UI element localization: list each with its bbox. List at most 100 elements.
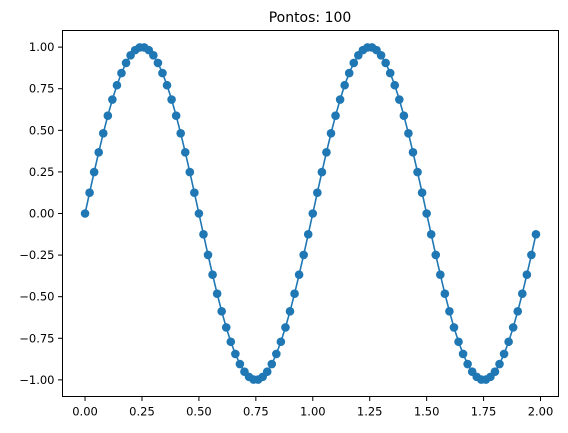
y-tick-label: −0.75	[19, 331, 54, 345]
data-point	[171, 111, 181, 120]
data-point	[413, 167, 422, 177]
x-tick-label: 1.75	[471, 405, 497, 419]
data-point	[495, 359, 504, 369]
y-tick-label: 0.25	[29, 165, 55, 179]
data-point	[517, 289, 527, 298]
data-point	[349, 58, 359, 68]
x-tick-label: 0.50	[186, 405, 212, 419]
data-point	[276, 337, 286, 347]
data-point	[262, 367, 272, 377]
y-tick-label: 1.00	[29, 40, 55, 54]
data-point	[190, 188, 199, 197]
data-point	[299, 250, 308, 260]
data-point	[103, 111, 113, 120]
data-point	[212, 289, 222, 298]
y-tick-label: −0.25	[19, 248, 54, 262]
data-point	[395, 95, 404, 104]
data-point	[381, 58, 390, 68]
y-tick-label: 0.00	[29, 207, 55, 221]
data-point	[404, 129, 413, 138]
x-tick-label: 0.75	[243, 405, 269, 419]
y-tick-label: −1.00	[19, 373, 54, 387]
data-point	[344, 68, 354, 78]
series-line	[84, 46, 537, 381]
data-point	[390, 80, 400, 90]
data-point	[162, 80, 172, 90]
x-axis: 0.00 0.25 0.50 0.75 1.00 1.25 1.50 1.75 2.00	[72, 396, 554, 419]
data-point	[408, 147, 418, 157]
data-point	[385, 68, 395, 78]
data-point	[458, 349, 468, 359]
data-point	[422, 209, 431, 218]
data-point	[331, 111, 340, 120]
data-point	[431, 250, 441, 260]
data-point	[217, 307, 226, 316]
data-point	[231, 349, 240, 359]
data-point	[221, 323, 231, 332]
data-point	[272, 349, 281, 359]
data-point	[513, 307, 523, 316]
data-point	[89, 167, 99, 177]
data-point	[149, 50, 158, 60]
data-point	[235, 359, 245, 369]
data-point	[463, 359, 472, 369]
data-point	[313, 188, 322, 197]
data-point	[317, 167, 327, 177]
x-tick-label: 2.00	[528, 405, 554, 419]
data-point	[499, 349, 509, 359]
data-point	[508, 323, 518, 332]
data-point	[522, 270, 532, 280]
x-tick-label: 1.25	[357, 405, 383, 419]
data-point	[504, 337, 513, 347]
data-point	[80, 209, 90, 218]
data-point	[208, 270, 217, 280]
data-point	[108, 95, 117, 104]
plot-area	[80, 43, 541, 384]
data-point	[94, 147, 104, 157]
data-point	[167, 95, 176, 104]
data-point	[326, 129, 336, 138]
data-point	[194, 209, 204, 218]
data-point	[285, 307, 295, 316]
data-point	[290, 289, 299, 298]
data-point	[399, 111, 409, 120]
data-point	[199, 230, 208, 239]
data-point	[436, 270, 445, 280]
data-point	[426, 230, 436, 239]
data-point	[112, 80, 122, 90]
y-tick-label: 0.50	[29, 123, 55, 137]
data-point	[490, 367, 500, 377]
data-point	[158, 68, 167, 78]
data-point	[98, 129, 108, 138]
data-point	[440, 289, 450, 298]
data-point	[445, 307, 454, 316]
data-point	[531, 230, 541, 239]
data-point	[121, 58, 131, 68]
x-tick-label: 1.00	[300, 405, 326, 419]
data-point	[303, 230, 313, 239]
data-point	[185, 167, 195, 177]
data-point	[335, 95, 345, 104]
chart-title: Pontos: 100	[269, 10, 352, 26]
data-point	[294, 270, 304, 280]
data-point	[449, 323, 459, 332]
data-point	[180, 147, 190, 157]
data-point	[176, 129, 185, 138]
x-tick-label: 0.00	[72, 405, 98, 419]
data-point	[226, 337, 236, 347]
data-point	[322, 147, 331, 157]
data-point	[85, 188, 94, 197]
data-point	[267, 359, 277, 369]
x-tick-label: 1.50	[414, 405, 440, 419]
data-point	[376, 50, 386, 60]
data-point	[153, 58, 163, 68]
data-point	[340, 80, 349, 90]
data-point	[117, 68, 126, 78]
y-tick-label: 0.75	[29, 82, 55, 96]
data-point	[281, 323, 290, 332]
x-tick-label: 0.25	[129, 405, 155, 419]
data-point	[203, 250, 213, 260]
data-point	[527, 250, 536, 260]
data-point	[454, 337, 463, 347]
